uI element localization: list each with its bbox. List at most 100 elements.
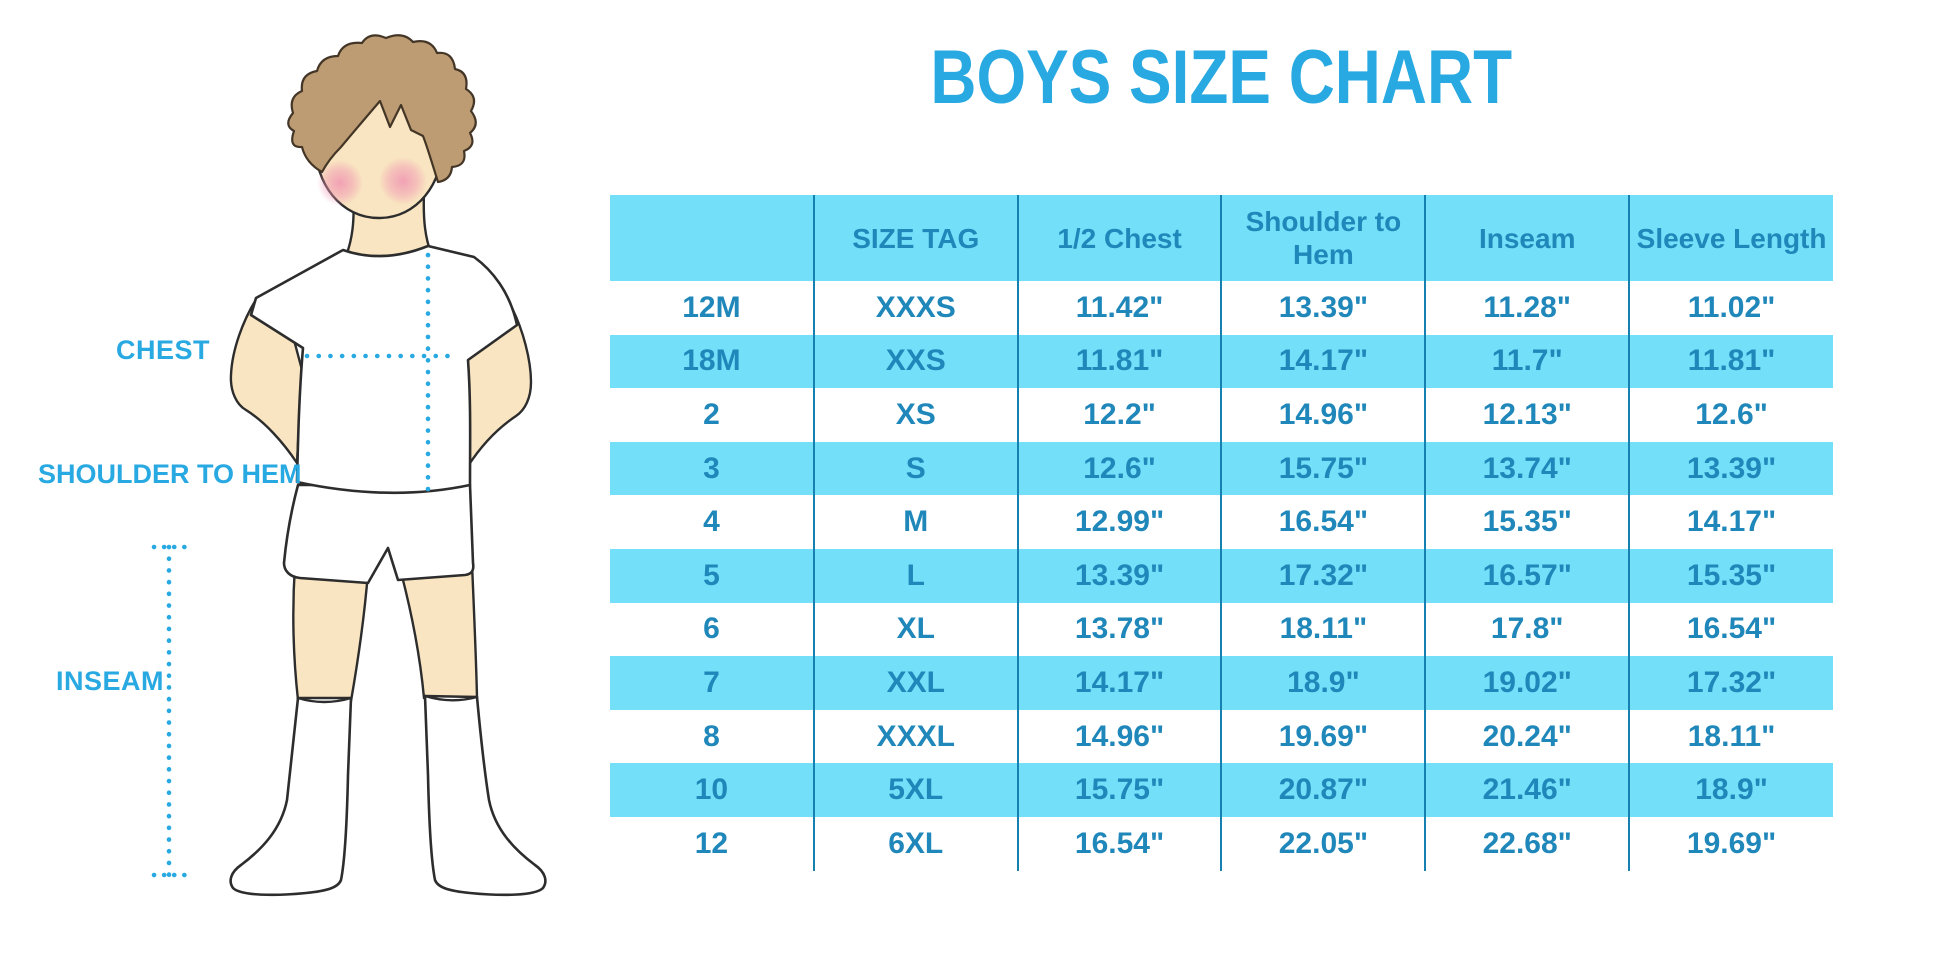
- header-cell-shoulder-to-hem: Shoulder to Hem: [1220, 195, 1426, 281]
- boy-right-leg: [400, 562, 479, 700]
- cell-half-chest: 15.75": [1016, 763, 1222, 817]
- cell-sleeve-length: 12.6": [1628, 388, 1833, 442]
- cell-sleeve-length: 19.69": [1628, 816, 1833, 871]
- cell-size-tag: 5XL: [812, 763, 1018, 817]
- boy-shorts: [282, 483, 475, 585]
- cell-size: 5: [703, 558, 720, 592]
- cell-size: 12M: [682, 290, 741, 324]
- table-row: 4 M 12.99" 16.54" 15.35" 14.17": [610, 495, 1833, 549]
- cell-shoulder-to-hem: 19.69": [1220, 709, 1426, 764]
- table-row: 10 5XL 15.75" 20.87" 21.46" 18.9": [610, 763, 1833, 817]
- cell-sleeve-length: 13.39": [1628, 441, 1833, 496]
- cell-size-tag: M: [812, 495, 1018, 549]
- table-row: 12M XXXS 11.42" 13.39" 11.28" 11.02": [610, 281, 1833, 335]
- table-row: 12 6XL 16.54" 22.05" 22.68" 19.69": [610, 816, 1833, 871]
- cell-half-chest: 12.2": [1016, 388, 1222, 442]
- cell-size-tag: XXS: [812, 334, 1018, 389]
- cell-size-tag: 6XL: [812, 816, 1018, 871]
- header-cell-inseam: Inseam: [1424, 195, 1630, 281]
- cell-inseam: 22.68": [1424, 816, 1630, 871]
- cell-half-chest: 12.99": [1016, 495, 1222, 549]
- cell-sleeve-length: 16.54": [1628, 602, 1833, 657]
- table-row: 2 XS 12.2" 14.96" 12.13" 12.6": [610, 388, 1833, 442]
- cell-shoulder-to-hem: 18.11": [1220, 602, 1426, 657]
- boy-right-sock: [423, 694, 547, 897]
- cell-size: 6: [703, 612, 720, 646]
- cell-shoulder-to-hem: 14.17": [1220, 334, 1426, 389]
- cell-size: 12: [694, 826, 729, 860]
- boy-right-sock-top-line: [423, 694, 479, 702]
- cell-shoulder-to-hem: 16.54": [1220, 495, 1426, 549]
- cell-sleeve-length: 15.35": [1628, 548, 1833, 603]
- table-row: 6 XL 13.78" 18.11" 17.8" 16.54": [610, 602, 1833, 657]
- boy-cheek-right: [379, 157, 427, 205]
- inseam-label: INSEAM: [56, 666, 165, 696]
- cell-size-tag: L: [812, 548, 1018, 603]
- cell-inseam: 15.35": [1424, 495, 1630, 549]
- cell-half-chest: 11.81": [1016, 334, 1222, 389]
- cell-size-tag: XXXS: [812, 281, 1018, 335]
- cell-sleeve-length: 18.11": [1628, 709, 1833, 764]
- cell-shoulder-to-hem: 13.39": [1220, 281, 1426, 335]
- cell-inseam: 17.8": [1424, 602, 1630, 657]
- page-title-text: BOYS SIZE CHART: [930, 35, 1513, 120]
- cell-size: 2: [703, 397, 720, 431]
- cell-size-tag: XS: [812, 388, 1018, 442]
- cell-half-chest: 14.96": [1016, 709, 1222, 764]
- table-header-row: SIZE TAG 1/2 Chest Shoulder to Hem Insea…: [610, 195, 1833, 281]
- cell-size: 7: [703, 665, 720, 699]
- cell-half-chest: 16.54": [1016, 816, 1222, 871]
- cell-size: 18M: [682, 344, 741, 378]
- table-row: 8 XXXL 14.96" 19.69" 20.24" 18.11": [610, 709, 1833, 764]
- cell-shoulder-to-hem: 18.9": [1220, 656, 1426, 710]
- header-cell-sleeve-length: Sleeve Length: [1628, 195, 1833, 281]
- boy-cheek-left: [317, 160, 363, 206]
- cell-half-chest: 14.17": [1016, 656, 1222, 710]
- table-row: 5 L 13.39" 17.32" 16.57" 15.35": [610, 548, 1833, 603]
- cell-inseam: 16.57": [1424, 548, 1630, 603]
- cell-inseam: 11.28": [1424, 281, 1630, 335]
- size-table: SIZE TAG 1/2 Chest Shoulder to Hem Insea…: [610, 195, 1833, 871]
- header-cell-half-chest: 1/2 Chest: [1016, 195, 1222, 281]
- cell-size-tag: XXL: [812, 656, 1018, 710]
- boy-illustration: [151, 34, 547, 897]
- cell-half-chest: 13.39": [1016, 548, 1222, 603]
- cell-shoulder-to-hem: 14.96": [1220, 388, 1426, 442]
- boy-left-leg: [292, 563, 370, 703]
- cell-inseam: 12.13": [1424, 388, 1630, 442]
- cell-sleeve-length: 14.17": [1628, 495, 1833, 549]
- cell-shoulder-to-hem: 20.87": [1220, 763, 1426, 817]
- table-row: 7 XXL 14.17" 18.9" 19.02" 17.32": [610, 656, 1833, 710]
- cell-size: 10: [694, 773, 729, 807]
- cell-sleeve-length: 11.81": [1628, 334, 1833, 389]
- boy-hair: [287, 34, 477, 184]
- boy-left-arm: [229, 296, 304, 465]
- table-row: 3 S 12.6" 15.75" 13.74" 13.39": [610, 441, 1833, 496]
- header-cell-size: [610, 195, 814, 281]
- cell-half-chest: 12.6": [1016, 441, 1222, 496]
- shoulder-to-hem-label: SHOULDER TO HEM: [38, 459, 302, 489]
- cell-shoulder-to-hem: 15.75": [1220, 441, 1426, 496]
- boy-left-sock-top-line: [296, 696, 353, 704]
- cell-inseam: 19.02": [1424, 656, 1630, 710]
- cell-half-chest: 13.78": [1016, 602, 1222, 657]
- chest-label: CHEST: [116, 335, 211, 365]
- cell-size-tag: XXXL: [812, 709, 1018, 764]
- cell-inseam: 13.74": [1424, 441, 1630, 496]
- cell-half-chest: 11.42": [1016, 281, 1222, 335]
- cell-sleeve-length: 11.02": [1628, 281, 1833, 335]
- cell-size-tag: S: [812, 441, 1018, 496]
- boy-left-sock: [229, 696, 353, 897]
- table-row: 18M XXS 11.81" 14.17" 11.7" 11.81": [610, 334, 1833, 389]
- cell-sleeve-length: 18.9": [1628, 763, 1833, 817]
- boy-shirt: [249, 244, 519, 495]
- header-cell-size-tag: SIZE TAG: [812, 195, 1018, 281]
- page-title: BOYS SIZE CHART: [610, 38, 1833, 118]
- cell-shoulder-to-hem: 22.05": [1220, 816, 1426, 871]
- cell-inseam: 21.46": [1424, 763, 1630, 817]
- cell-size-tag: XL: [812, 602, 1018, 657]
- cell-size: 4: [703, 505, 720, 539]
- cell-size: 8: [703, 719, 720, 753]
- cell-sleeve-length: 17.32": [1628, 656, 1833, 710]
